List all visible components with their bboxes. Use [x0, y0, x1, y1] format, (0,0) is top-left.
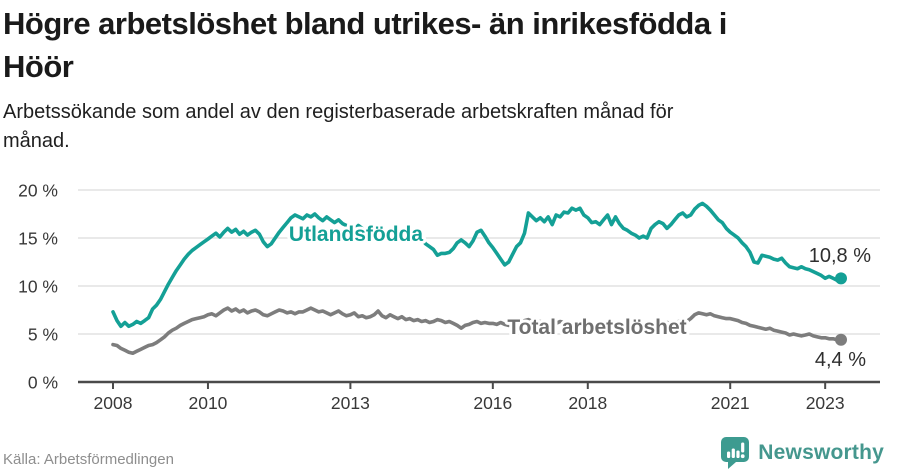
- chart-subtitle: Arbetssökande som andel av den registerb…: [3, 98, 893, 156]
- x-tick-label: 2013: [331, 393, 370, 413]
- chart-header: Högre arbetslöshet bland utrikes- än inr…: [3, 2, 893, 156]
- series-line-utlandsfodda: [111, 201, 843, 329]
- series-label-utlandsfodda: Utlandsfödda: [289, 223, 423, 246]
- series-label-total: Total arbetslöshet: [507, 316, 686, 339]
- series-end-dot-total: [835, 333, 847, 346]
- page-title: Högre arbetslöshet bland utrikes- än inr…: [3, 2, 893, 88]
- y-tick-label: 15 %: [18, 229, 58, 249]
- y-tick-label: 0 %: [28, 373, 58, 393]
- source-note: Källa: Arbetsförmedlingen: [3, 451, 174, 468]
- end-value-label-utlandsfodda: 10,8 %: [809, 245, 871, 267]
- title-line-1: Högre arbetslöshet bland utrikes- än inr…: [3, 6, 727, 41]
- series-end-dot-utlandsfodda: [835, 272, 847, 285]
- y-tick-label: 5 %: [28, 325, 58, 345]
- subtitle-line-2: månad.: [3, 130, 70, 152]
- title-line-2: Höör: [3, 49, 74, 84]
- x-tick-label: 2008: [94, 393, 133, 413]
- y-tick-label: 10 %: [18, 277, 58, 297]
- x-tick-label: 2018: [568, 393, 607, 413]
- newsworthy-logo: Newsworthy: [720, 436, 884, 469]
- x-tick-label: 2021: [711, 393, 750, 413]
- end-value-label-total: 4,4 %: [815, 349, 866, 371]
- x-tick-label: 2016: [473, 393, 512, 413]
- brand-name: Newsworthy: [758, 440, 884, 464]
- series-line-total: [111, 306, 843, 356]
- x-tick-label: 2023: [806, 393, 845, 413]
- x-tick-label: 2010: [188, 393, 227, 413]
- y-tick-label: 20 %: [18, 181, 58, 201]
- newsworthy-bars-icon: [721, 437, 750, 469]
- subtitle-line-1: Arbetssökande som andel av den registerb…: [3, 101, 674, 123]
